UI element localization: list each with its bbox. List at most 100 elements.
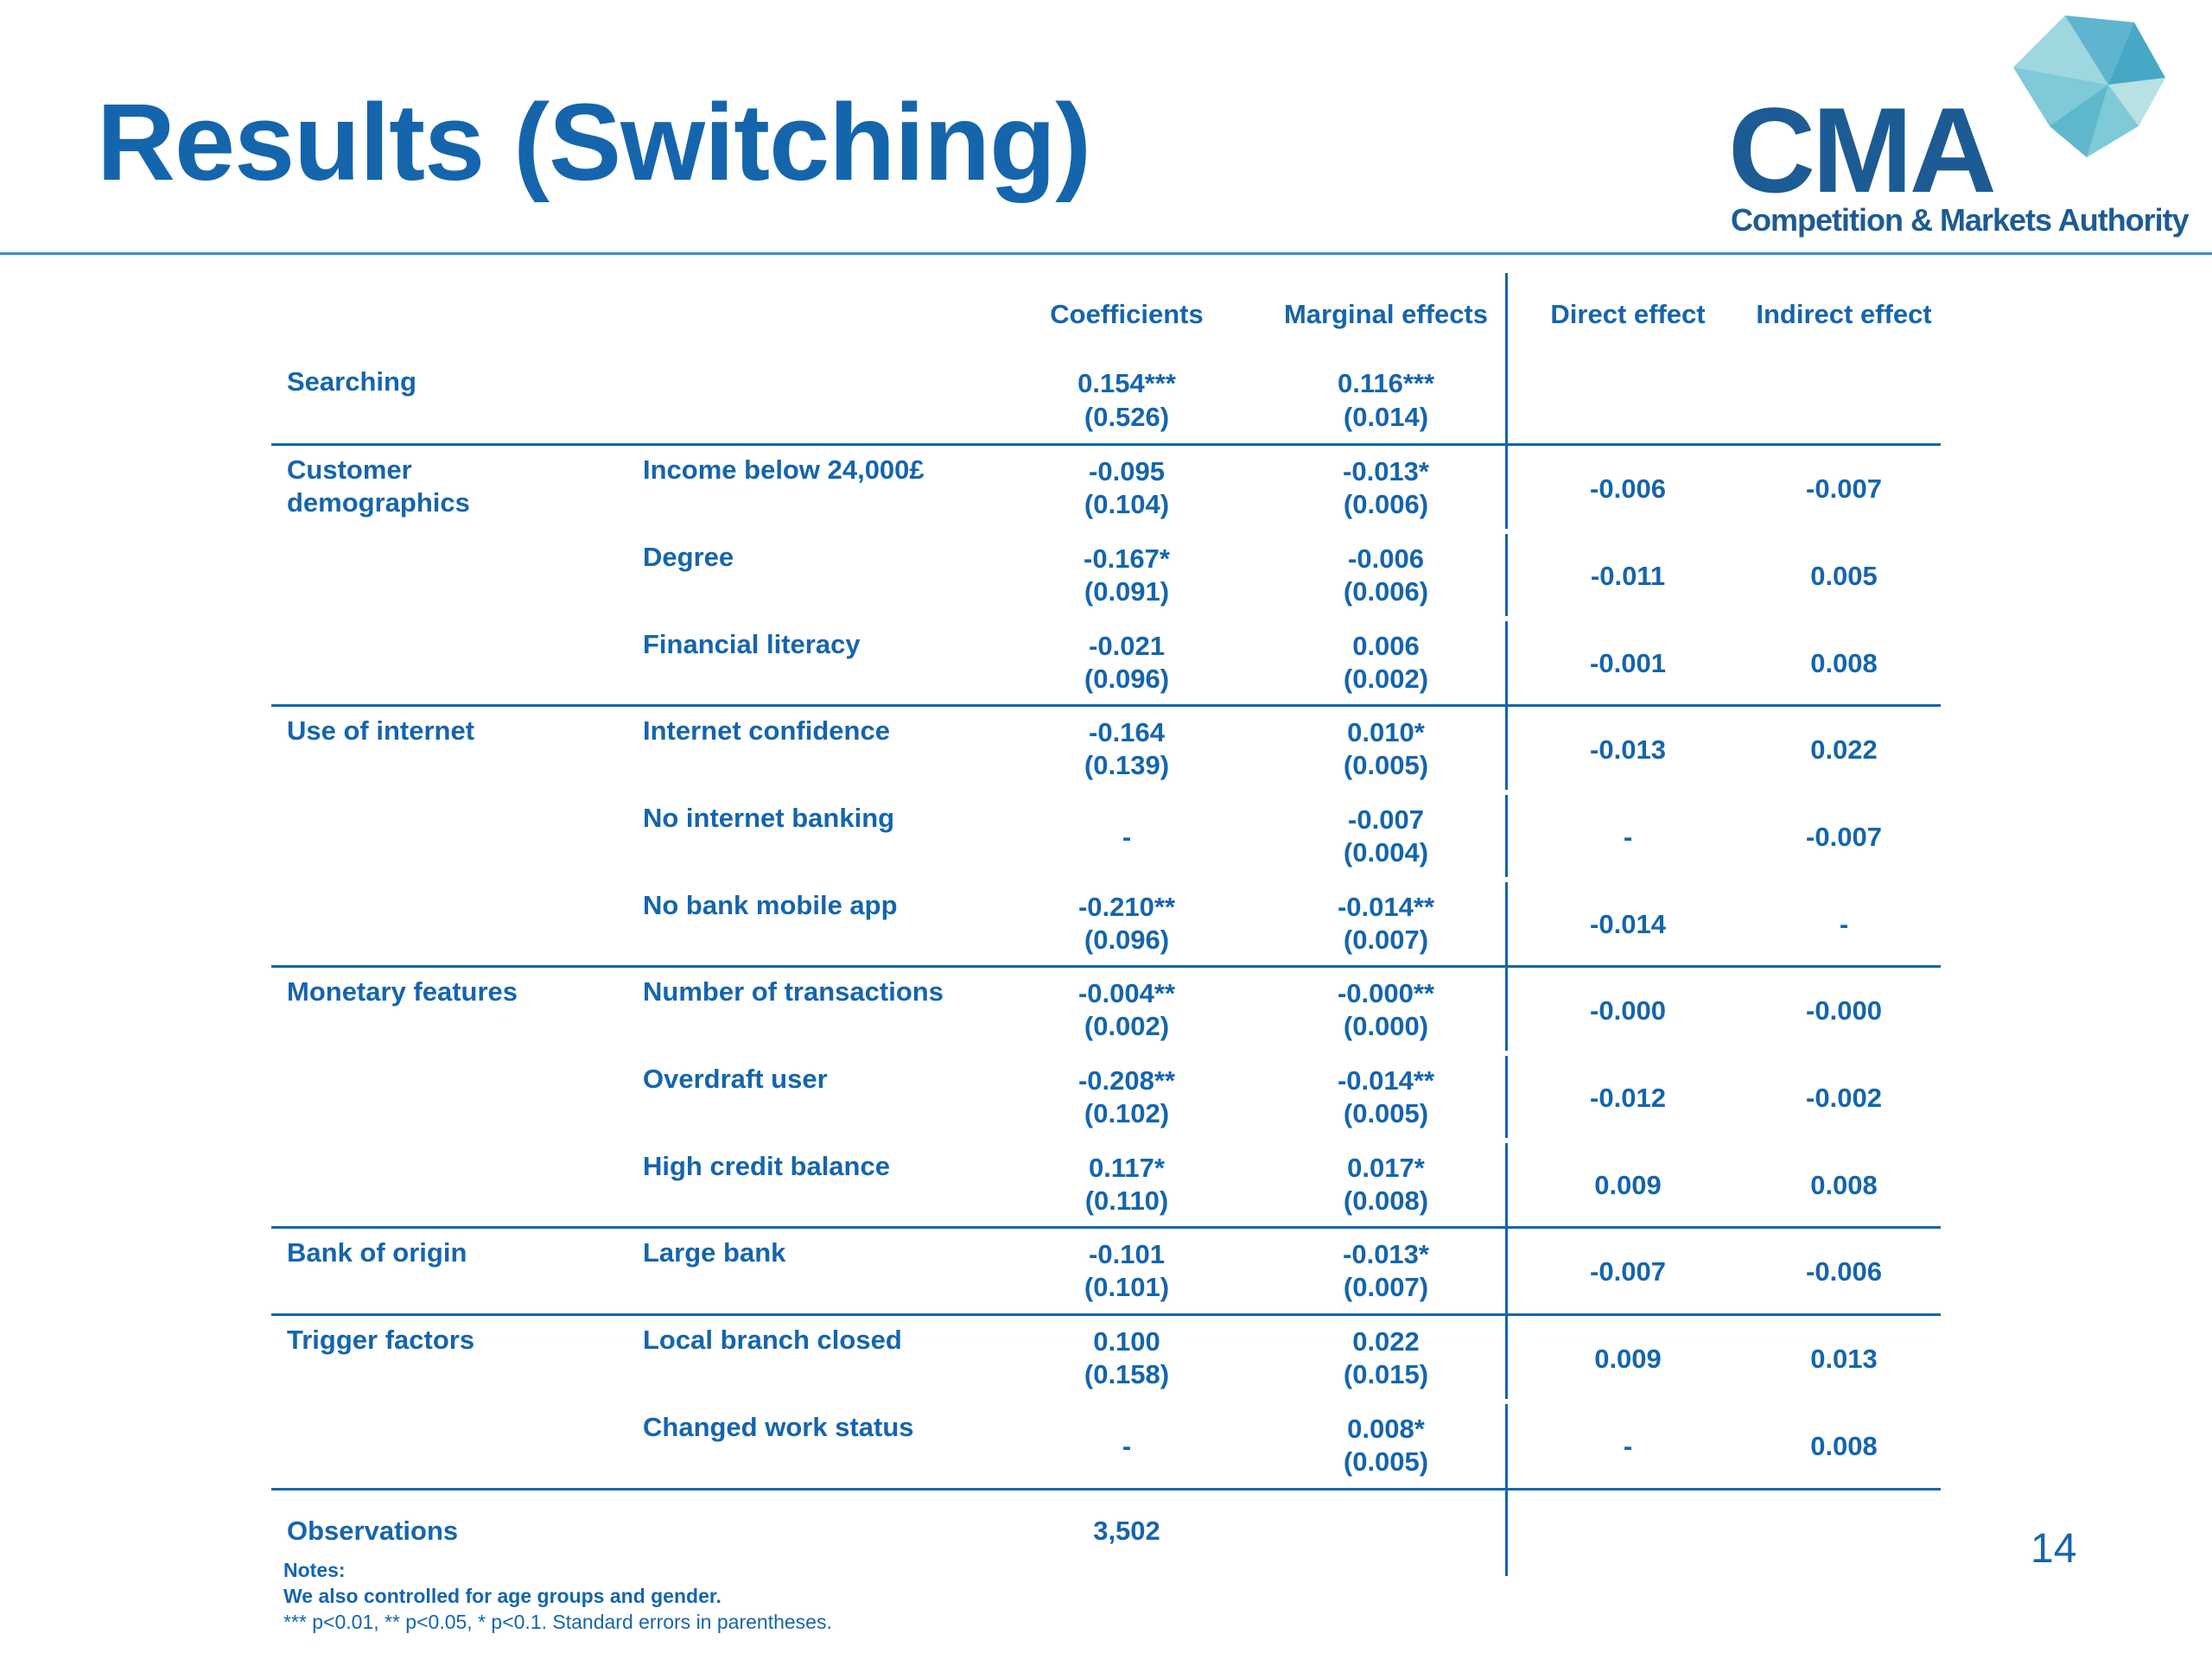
logo-tagline: Competition & Markets Authority	[1731, 202, 2190, 238]
marginal-se: (0.006)	[1343, 576, 1429, 607]
direct-effect-value: -0.006	[1590, 474, 1666, 504]
direct-effect-value: 0.009	[1594, 1170, 1662, 1200]
searching-coef: 0.154***	[1077, 368, 1176, 398]
marginal-se: (0.005)	[1343, 750, 1429, 780]
coef-value: -0.101	[1089, 1239, 1165, 1269]
indirect-effect-value: 0.005	[1810, 561, 1878, 591]
table-rule	[271, 1226, 1941, 1229]
variable-label: Overdraft user	[643, 1064, 828, 1094]
marginal-value: 0.010*	[1347, 717, 1425, 747]
marginal-se: (0.004)	[1343, 837, 1429, 868]
variable-label: No bank mobile app	[643, 890, 898, 920]
variable-label: Financial literacy	[643, 629, 861, 659]
indirect-effect-value: 0.008	[1810, 1170, 1878, 1200]
marginal-value: 0.008*	[1347, 1414, 1425, 1444]
indirect-effect-value: -0.000	[1806, 995, 1882, 1026]
coef-se: (0.002)	[1084, 1011, 1170, 1041]
coef-se: (0.096)	[1084, 664, 1170, 694]
notes-line: We also controlled for age groups and ge…	[283, 1585, 721, 1607]
group-label: Customer	[287, 454, 412, 485]
table-rule	[271, 965, 1941, 968]
variable-label: No internet banking	[643, 803, 895, 833]
table-rule	[271, 704, 1941, 707]
header-direct-effect: Direct effect	[1550, 299, 1706, 329]
indirect-effect-value: -0.006	[1806, 1256, 1882, 1287]
marginal-value: 0.017*	[1347, 1153, 1425, 1183]
coef-se: (0.101)	[1084, 1272, 1170, 1302]
variable-label: Large bank	[643, 1237, 786, 1268]
marginal-se: (0.008)	[1343, 1185, 1429, 1216]
variable-label: Local branch closed	[643, 1325, 902, 1355]
marginal-se: (0.007)	[1343, 925, 1429, 955]
direct-effect-value: -	[1623, 1431, 1633, 1461]
coef-se: (0.104)	[1084, 489, 1170, 519]
marginal-se: (0.000)	[1343, 1011, 1429, 1041]
coef-value: -0.004**	[1077, 978, 1176, 1008]
notes-heading: Notes:	[283, 1559, 346, 1581]
group-label: Bank of origin	[287, 1237, 467, 1268]
indirect-effect-value: 0.008	[1810, 1431, 1878, 1461]
marginal-value: 0.022	[1352, 1326, 1420, 1357]
indirect-effect-value: -	[1839, 909, 1849, 939]
coef-value: -0.164	[1089, 717, 1165, 747]
coef-value: -0.210**	[1077, 892, 1176, 922]
table-rule	[271, 1488, 1941, 1491]
coef-value: 0.100	[1093, 1326, 1160, 1357]
marginal-se: (0.005)	[1343, 1098, 1429, 1128]
marginal-value: -0.007	[1348, 804, 1424, 835]
cma-logo: CMA Competition & Markets Authority	[1719, 5, 2190, 247]
marginal-value: -0.014**	[1337, 892, 1435, 922]
coef-value: -0.095	[1089, 456, 1165, 486]
slide-title: Results (Switching)	[97, 81, 1091, 203]
searching-label: Searching	[287, 366, 416, 397]
logo-wordmark: CMA	[1728, 82, 1997, 218]
indirect-effect-value: -0.002	[1806, 1083, 1882, 1113]
direct-effect-value: -0.014	[1590, 909, 1666, 939]
coef-se: (0.139)	[1084, 750, 1170, 780]
coef-se: (0.158)	[1084, 1359, 1170, 1389]
group-label: Use of internet	[287, 715, 475, 746]
header-divider	[0, 252, 2212, 255]
group-label: Monetary features	[287, 976, 518, 1007]
indirect-effect-value: 0.022	[1810, 734, 1878, 765]
header-indirect-effect: Indirect effect	[1756, 299, 1932, 329]
observations-value: 3,502	[1093, 1516, 1160, 1546]
marginal-se: (0.015)	[1343, 1359, 1429, 1389]
variable-label: Internet confidence	[643, 715, 890, 746]
logo-mark-icon	[2013, 16, 2165, 157]
marginal-se: (0.005)	[1343, 1446, 1429, 1477]
variable-label: Number of transactions	[643, 976, 944, 1007]
indirect-effect-value: -0.007	[1806, 822, 1882, 852]
variable-label: High credit balance	[643, 1151, 890, 1181]
searching-marginal-se: (0.014)	[1343, 402, 1429, 432]
coef-value: 0.117*	[1089, 1153, 1165, 1183]
direct-effect-value: -0.012	[1590, 1083, 1666, 1113]
table-notes: Notes: We also controlled for age groups…	[283, 1557, 832, 1635]
direct-effect-value: -0.001	[1590, 648, 1666, 678]
page-number: 14	[2031, 1526, 2077, 1572]
indirect-effect-value: -0.007	[1806, 474, 1882, 504]
direct-effect-value: -0.013	[1590, 734, 1666, 765]
marginal-se: (0.002)	[1343, 664, 1429, 694]
direct-effect-value: -0.007	[1590, 1256, 1666, 1287]
variable-label: Income below 24,000£	[643, 454, 925, 485]
table-vertical-divider	[1505, 273, 1508, 1576]
table-rule	[271, 443, 1941, 446]
coef-value: -0.167*	[1084, 543, 1170, 574]
marginal-value: 0.006	[1352, 631, 1420, 661]
coef-se: (0.096)	[1084, 925, 1170, 955]
marginal-value: -0.006	[1348, 543, 1424, 574]
notes-line: *** p<0.01, ** p<0.05, * p<0.1. Standard…	[283, 1611, 832, 1633]
coef-se: (0.110)	[1084, 1185, 1169, 1216]
marginal-se: (0.007)	[1343, 1272, 1429, 1302]
coef-value: -0.021	[1089, 631, 1165, 661]
variable-label: Degree	[643, 542, 734, 572]
direct-effect-value: -	[1623, 822, 1633, 852]
coef-value: -	[1122, 1431, 1132, 1461]
searching-coef-se: (0.526)	[1084, 402, 1170, 432]
observations-label: Observations	[287, 1516, 459, 1546]
coef-se: (0.091)	[1084, 576, 1170, 607]
marginal-value: -0.013*	[1343, 1239, 1429, 1269]
marginal-value: -0.000**	[1337, 978, 1435, 1008]
marginal-value: -0.014**	[1337, 1065, 1435, 1096]
